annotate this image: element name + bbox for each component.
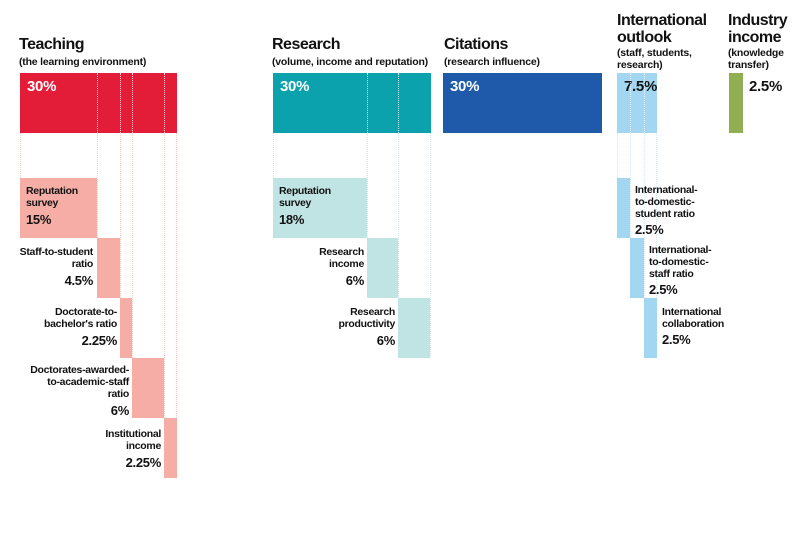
teaching-bar-divider bbox=[97, 73, 98, 133]
teaching-leader-line bbox=[120, 133, 121, 358]
staff-to-student-ratio-block bbox=[97, 238, 120, 298]
teaching-bar-divider bbox=[120, 73, 121, 133]
international-outlook-weight-bar: 7.5% bbox=[617, 73, 657, 133]
international-leader-line bbox=[630, 133, 631, 298]
doctorate-to-bachelor-ratio-label: Doctorate-to- bachelor's ratio bbox=[44, 306, 117, 330]
teaching-bar-divider bbox=[164, 73, 165, 133]
research-weight-bar: 30% bbox=[273, 73, 431, 133]
teaching-subtitle: (the learning environment) bbox=[19, 56, 147, 68]
industry-income-weight-label: 2.5% bbox=[749, 78, 782, 95]
teaching-leader-line bbox=[97, 133, 98, 298]
teaching-title: Teaching bbox=[19, 36, 85, 53]
international-staff-ratio-pct: 2.5% bbox=[649, 282, 678, 297]
citations-subtitle: (research influence) bbox=[444, 56, 540, 68]
teaching-leader-line bbox=[132, 133, 133, 418]
staff-to-student-ratio-pct: 4.5% bbox=[64, 273, 94, 288]
industry-income-subtitle: (knowledge transfer) bbox=[728, 47, 784, 71]
citations-weight-bar: 30% bbox=[443, 73, 602, 133]
research-productivity-pct: 6% bbox=[376, 333, 396, 348]
research-reputation-survey-pct: 18% bbox=[279, 212, 305, 227]
doctorates-awarded-ratio-block bbox=[132, 358, 164, 418]
citations-weight-label: 30% bbox=[450, 78, 480, 95]
teaching-bar-divider bbox=[132, 73, 133, 133]
teaching-leader-line bbox=[164, 133, 165, 478]
international-staff-ratio-block bbox=[630, 238, 644, 298]
research-weight-label: 30% bbox=[280, 78, 310, 95]
international-collaboration-pct: 2.5% bbox=[662, 332, 691, 347]
research-reputation-survey-label: Reputation survey bbox=[279, 185, 331, 209]
international-collaboration-block bbox=[644, 298, 657, 358]
research-reputation-survey-block bbox=[273, 178, 367, 238]
international-collaboration-label: International collaboration bbox=[662, 306, 725, 330]
teaching-weight-label: 30% bbox=[27, 78, 57, 95]
international-leader-line bbox=[644, 133, 645, 358]
international-leader-line bbox=[656, 133, 657, 358]
research-bar-divider bbox=[367, 73, 368, 133]
doctorate-to-bachelor-ratio-pct: 2.25% bbox=[81, 333, 118, 348]
doctorate-to-bachelor-ratio-block bbox=[120, 298, 132, 358]
doctorates-awarded-ratio-label: Doctorates-awarded- to-academic-staff ra… bbox=[30, 364, 129, 400]
research-subtitle: (volume, income and reputation) bbox=[272, 56, 428, 68]
research-bar-divider bbox=[398, 73, 399, 133]
staff-to-student-ratio-label: Staff-to-student ratio bbox=[19, 246, 94, 270]
teaching-reputation-survey-label: Reputation survey bbox=[26, 185, 78, 209]
industry-income-title: Industry income bbox=[728, 12, 788, 46]
international-bar-divider bbox=[644, 73, 645, 133]
international-student-ratio-block bbox=[617, 178, 630, 238]
international-outlook-subtitle: (staff, students, research) bbox=[617, 47, 692, 71]
international-outlook-weight-label: 7.5% bbox=[624, 78, 657, 95]
doctorates-awarded-ratio-pct: 6% bbox=[110, 403, 130, 418]
research-title: Research bbox=[272, 36, 341, 53]
teaching-reputation-survey-pct: 15% bbox=[26, 212, 52, 227]
institutional-income-block bbox=[164, 418, 177, 478]
teaching-leader-line bbox=[176, 133, 177, 478]
research-leader-line bbox=[430, 133, 431, 358]
research-income-block bbox=[367, 238, 398, 298]
citations-title: Citations bbox=[444, 36, 508, 53]
teaching-weight-bar: 30% bbox=[20, 73, 177, 133]
research-leader-line bbox=[367, 133, 368, 298]
research-leader-line bbox=[398, 133, 399, 358]
research-income-label: Research income bbox=[319, 246, 364, 270]
international-bar-divider bbox=[630, 73, 631, 133]
teaching-reputation-survey-block bbox=[20, 178, 97, 238]
research-productivity-label: Research productivity bbox=[338, 306, 396, 330]
institutional-income-label: Institutional income bbox=[105, 428, 161, 452]
international-staff-ratio-label: International- to-domestic- staff ratio bbox=[649, 244, 712, 280]
international-student-ratio-label: International- to-domestic- student rati… bbox=[635, 184, 698, 220]
international-student-ratio-pct: 2.5% bbox=[635, 222, 664, 237]
institutional-income-pct: 2.25% bbox=[125, 455, 162, 470]
industry-income-weight-bar bbox=[729, 73, 743, 133]
research-productivity-block bbox=[398, 298, 430, 358]
international-outlook-title: International outlook bbox=[617, 12, 707, 46]
research-income-pct: 6% bbox=[345, 273, 365, 288]
